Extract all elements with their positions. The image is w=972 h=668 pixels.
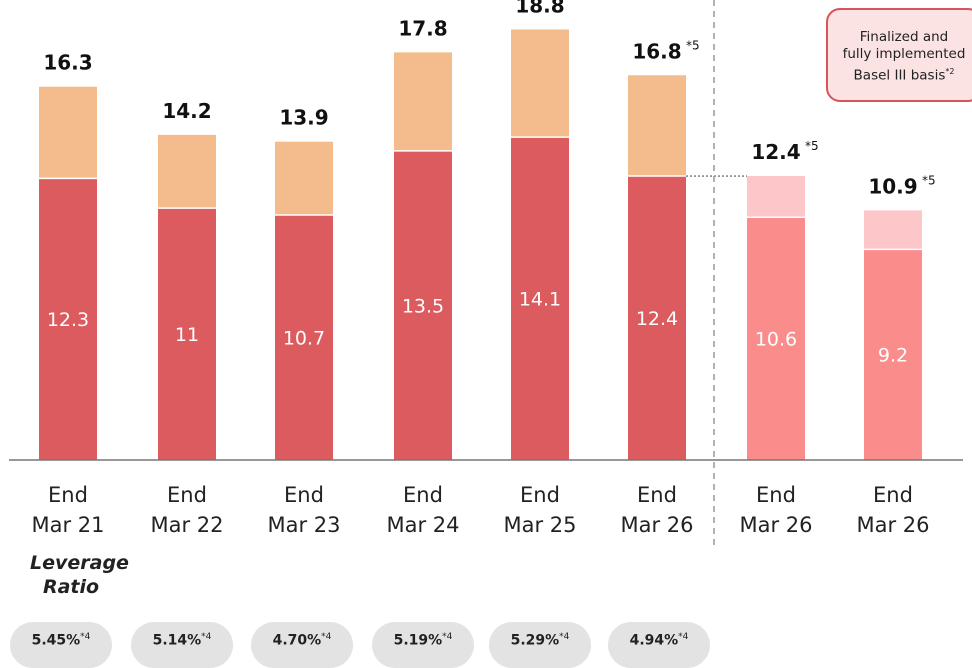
leverage-ratio-pill-6: 4.94%*4 (608, 622, 710, 668)
bar-base-7 (747, 217, 805, 460)
callout-note: *2 (945, 67, 955, 76)
bar-value-label-8: 9.2 (878, 345, 908, 367)
leverage-ratio-pill-2: 5.14%*4 (131, 622, 233, 668)
bar-total-label-2: 14.2 (162, 99, 211, 123)
bar-top-8 (864, 210, 922, 250)
leverage-ratio-note: *4 (321, 632, 332, 642)
leverage-ratio-value: 5.29% (510, 632, 560, 649)
bar-value-label-3: 10.7 (283, 327, 325, 349)
bar-total-label-5: 18.8 (515, 0, 564, 17)
category-label-2: End Mar 22 (150, 483, 223, 537)
leverage-ratio-value: 5.14% (152, 632, 202, 649)
leverage-ratio-value: 5.45% (31, 632, 81, 649)
bar-value-label-7: 10.6 (755, 329, 797, 351)
callout-line-1: Finalized and (859, 29, 949, 45)
leverage-ratio-title-line-2: Ratio (42, 576, 100, 598)
bar-total-label-4: 17.8 (398, 16, 447, 40)
leverage-ratio-pill-1: 5.45%*4 (10, 622, 112, 668)
bar-value-label-5: 14.1 (519, 289, 561, 311)
leverage-ratio-note: *4 (442, 632, 453, 642)
leverage-ratio-note: *4 (201, 632, 212, 642)
bar-value-label-6: 12.4 (636, 308, 678, 330)
bar-top-4 (394, 52, 452, 151)
bar-total-note-7: *5 (805, 139, 819, 153)
bar-total-note-6: *5 (686, 38, 700, 52)
leverage-ratio-note: *4 (678, 632, 689, 642)
bar-total-label-1: 16.3 (43, 51, 92, 75)
bar-top-6 (628, 75, 686, 177)
category-label-7: End Mar 26 (739, 483, 812, 537)
bar-value-label-4: 13.5 (402, 295, 444, 317)
bar-top-1 (39, 86, 97, 179)
category-label-6: End Mar 26 (620, 483, 693, 537)
bar-base-5 (511, 137, 569, 461)
leverage-ratio-value: 4.94% (629, 632, 679, 649)
bar-value-label-1: 12.3 (47, 309, 89, 331)
bar-base-1 (39, 178, 97, 460)
basel-iii-callout: Finalized and fully implemented Basel II… (826, 8, 972, 102)
bar-total-label-6: 16.8 (632, 39, 681, 63)
category-label-8: End Mar 26 (856, 483, 929, 537)
leverage-exposure-chart: 12.3 16.3 End Mar 21 11 14.2 End Mar 22 10.7 13.9… (9, 0, 963, 548)
callout-line-3: Basel III basis*2 (828, 63, 972, 85)
category-label-1: End Mar 21 (31, 483, 104, 537)
leverage-ratio-title-line-1: Leverage (30, 552, 129, 574)
bar-total-label-8: 10.9 (868, 174, 917, 198)
leverage-ratio-pill-5: 5.29%*4 (489, 622, 591, 668)
leverage-ratio-value: 4.70% (272, 632, 322, 649)
category-label-5: End Mar 25 (503, 483, 576, 537)
leverage-ratio-pill-3: 4.70%*4 (251, 622, 353, 668)
bar-top-3 (275, 141, 333, 215)
category-label-3: End Mar 23 (267, 483, 340, 537)
callout-line-2: fully implemented (842, 46, 966, 62)
leverage-ratio-pill-4: 5.19%*4 (372, 622, 474, 668)
callout-line-3-text: Basel III basis (853, 67, 946, 84)
bar-base-6 (628, 176, 686, 461)
leverage-ratio-title: Leverage Ratio (30, 551, 129, 599)
bar-top-7 (747, 176, 805, 218)
bar-total-label-3: 13.9 (279, 106, 328, 130)
leverage-ratio-value: 5.19% (393, 632, 443, 649)
bar-base-2 (158, 208, 216, 460)
category-label-4: End Mar 24 (386, 483, 459, 537)
bar-value-label-2: 11 (175, 324, 199, 346)
leverage-ratio-note: *4 (559, 632, 570, 642)
bar-base-3 (275, 214, 333, 460)
bar-base-8 (864, 249, 922, 460)
bar-total-note-8: *5 (922, 173, 936, 187)
bar-top-2 (158, 134, 216, 209)
bar-base-4 (394, 150, 452, 460)
bar-top-5 (511, 29, 569, 138)
bar-total-label-7: 12.4 (751, 140, 800, 164)
leverage-ratio-note: *4 (80, 632, 91, 642)
